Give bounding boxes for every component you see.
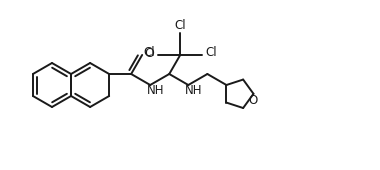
Text: Cl: Cl xyxy=(144,46,155,60)
Text: O: O xyxy=(249,94,258,107)
Text: NH: NH xyxy=(146,84,164,98)
Text: Cl: Cl xyxy=(206,46,217,60)
Text: O: O xyxy=(144,47,154,61)
Text: Cl: Cl xyxy=(174,19,186,32)
Text: NH: NH xyxy=(185,84,202,98)
